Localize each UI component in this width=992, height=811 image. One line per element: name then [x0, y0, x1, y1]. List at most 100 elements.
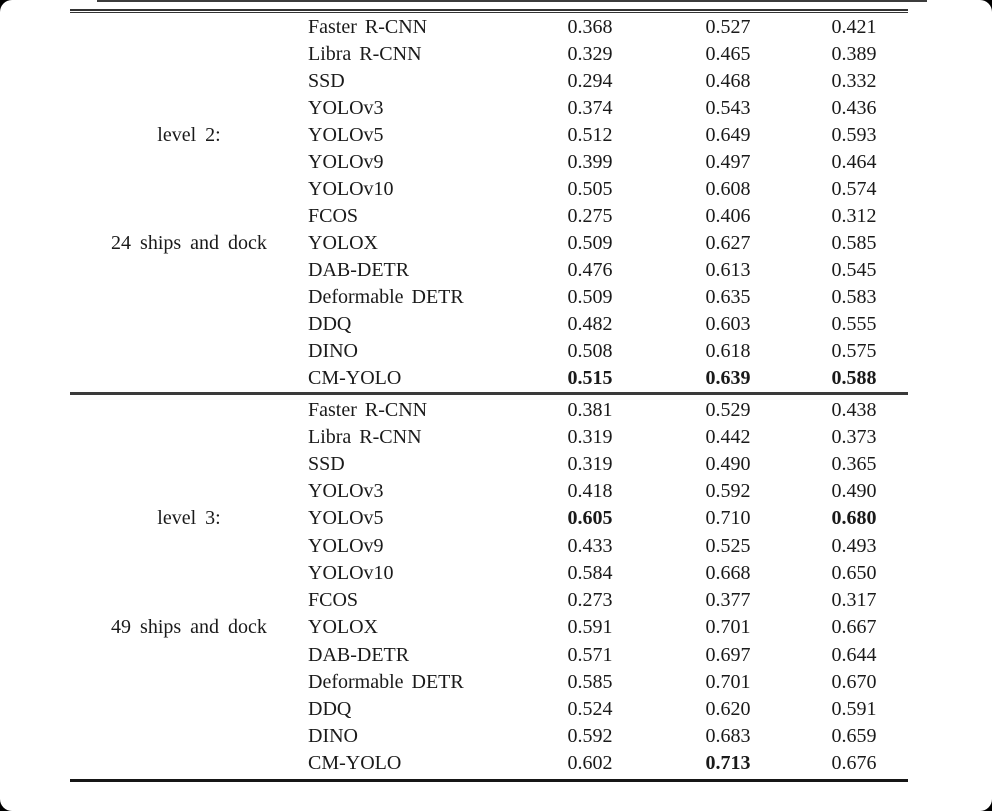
model-name: CM-YOLO	[308, 752, 402, 775]
table-row: 49 ships and dock YOLOX 0.591 0.701 0.66…	[70, 614, 908, 641]
metric-value: 0.497	[705, 151, 751, 174]
table-header-double-rule	[70, 9, 908, 13]
metric-value: 0.529	[705, 398, 751, 421]
table-row: Deformable DETR 0.509 0.635 0.583	[70, 283, 908, 310]
table-row: FCOS 0.273 0.377 0.317	[70, 586, 908, 613]
table-row: DDQ 0.524 0.620 0.591	[70, 695, 908, 722]
model-name: DINO	[308, 725, 358, 748]
metric-value: 0.588	[831, 366, 877, 389]
table-row: YOLOv3 0.418 0.592 0.490	[70, 478, 908, 505]
metric-value: 0.713	[705, 752, 751, 775]
metric-value: 0.649	[705, 124, 751, 147]
table-row: YOLOv10 0.584 0.668 0.650	[70, 559, 908, 586]
metric-value: 0.670	[831, 670, 877, 693]
table-row: DAB-DETR 0.476 0.613 0.545	[70, 256, 908, 283]
metric-value: 0.571	[567, 643, 613, 666]
table-row: 24 ships and dock YOLOX 0.509 0.627 0.58…	[70, 229, 908, 256]
model-name: Libra R-CNN	[308, 425, 422, 448]
metric-value: 0.509	[567, 285, 613, 308]
metric-value: 0.585	[567, 670, 613, 693]
metric-value: 0.620	[705, 697, 751, 720]
metric-value: 0.650	[831, 561, 877, 584]
table-row: level 2: YOLOv5 0.512 0.649 0.593	[70, 122, 908, 149]
model-name: DDQ	[308, 312, 352, 335]
metric-value: 0.509	[567, 231, 613, 254]
metric-value: 0.603	[705, 312, 751, 335]
metric-value: 0.555	[831, 312, 877, 335]
metric-value: 0.368	[567, 16, 613, 39]
metric-value: 0.627	[705, 231, 751, 254]
table-row: Faster R-CNN 0.368 0.527 0.421	[70, 14, 908, 41]
metric-value: 0.525	[705, 534, 751, 557]
metric-value: 0.592	[567, 725, 613, 748]
table-row: level 3: YOLOv5 0.605 0.710 0.680	[70, 505, 908, 532]
metric-value: 0.433	[567, 534, 613, 557]
metric-value: 0.608	[705, 178, 751, 201]
metric-value: 0.476	[567, 258, 613, 281]
metric-value: 0.701	[705, 670, 751, 693]
metric-value: 0.294	[567, 70, 613, 93]
table-row: SSD 0.319 0.490 0.365	[70, 450, 908, 477]
metric-value: 0.683	[705, 725, 751, 748]
model-name: YOLOv5	[308, 124, 384, 147]
metric-value: 0.584	[567, 561, 613, 584]
table-row: DAB-DETR 0.571 0.697 0.644	[70, 641, 908, 668]
model-name: YOLOv3	[308, 480, 384, 503]
table-row: DINO 0.592 0.683 0.659	[70, 723, 908, 750]
table-row: DDQ 0.482 0.603 0.555	[70, 310, 908, 337]
model-name: YOLOv9	[308, 534, 384, 557]
model-name: YOLOv9	[308, 151, 384, 174]
metric-value: 0.273	[567, 589, 613, 612]
group-level-label: level 2:	[157, 124, 221, 147]
model-name: Deformable DETR	[308, 670, 464, 693]
table-section-separator-rule	[70, 392, 908, 395]
metric-value: 0.319	[567, 425, 613, 448]
table-row: FCOS 0.275 0.406 0.312	[70, 203, 908, 230]
metric-value: 0.591	[831, 697, 877, 720]
metric-value: 0.527	[705, 16, 751, 39]
metric-value: 0.524	[567, 697, 613, 720]
metric-value: 0.442	[705, 425, 751, 448]
metric-value: 0.515	[567, 366, 613, 389]
metric-value: 0.545	[831, 258, 877, 281]
group-level-label: level 3:	[157, 507, 221, 530]
metric-value: 0.389	[831, 43, 877, 66]
metric-value: 0.602	[567, 752, 613, 775]
model-name: Faster R-CNN	[308, 16, 428, 39]
metric-value: 0.490	[705, 453, 751, 476]
model-name: FCOS	[308, 204, 359, 227]
table-row: Libra R-CNN 0.319 0.442 0.373	[70, 423, 908, 450]
metric-value: 0.618	[705, 339, 751, 362]
model-name: YOLOX	[308, 616, 378, 639]
model-name: Faster R-CNN	[308, 398, 428, 421]
model-name: Libra R-CNN	[308, 43, 422, 66]
table-row: Libra R-CNN 0.329 0.465 0.389	[70, 41, 908, 68]
model-name: YOLOX	[308, 231, 378, 254]
model-name: SSD	[308, 453, 345, 476]
metric-value: 0.512	[567, 124, 613, 147]
metric-value: 0.319	[567, 453, 613, 476]
metric-value: 0.468	[705, 70, 751, 93]
metric-value: 0.418	[567, 480, 613, 503]
table-row: YOLOv9 0.399 0.497 0.464	[70, 149, 908, 176]
metric-value: 0.667	[831, 616, 877, 639]
table-section-level3: Faster R-CNN 0.381 0.529 0.438 Libra R-C…	[70, 396, 908, 777]
metric-value: 0.490	[831, 480, 877, 503]
metric-value: 0.374	[567, 97, 613, 120]
table-row: CM-YOLO 0.602 0.713 0.676	[70, 750, 908, 777]
model-name: YOLOv10	[308, 178, 394, 201]
model-name: FCOS	[308, 589, 359, 612]
metric-value: 0.575	[831, 339, 877, 362]
table-bottom-rule	[70, 779, 908, 782]
metric-value: 0.644	[831, 643, 877, 666]
metric-value: 0.482	[567, 312, 613, 335]
metric-value: 0.365	[831, 453, 877, 476]
metric-value: 0.635	[705, 285, 751, 308]
metric-value: 0.493	[831, 534, 877, 557]
metric-value: 0.592	[705, 480, 751, 503]
metric-value: 0.639	[705, 366, 751, 389]
metric-value: 0.373	[831, 425, 877, 448]
model-name: DAB-DETR	[308, 643, 410, 666]
metric-value: 0.377	[705, 589, 751, 612]
